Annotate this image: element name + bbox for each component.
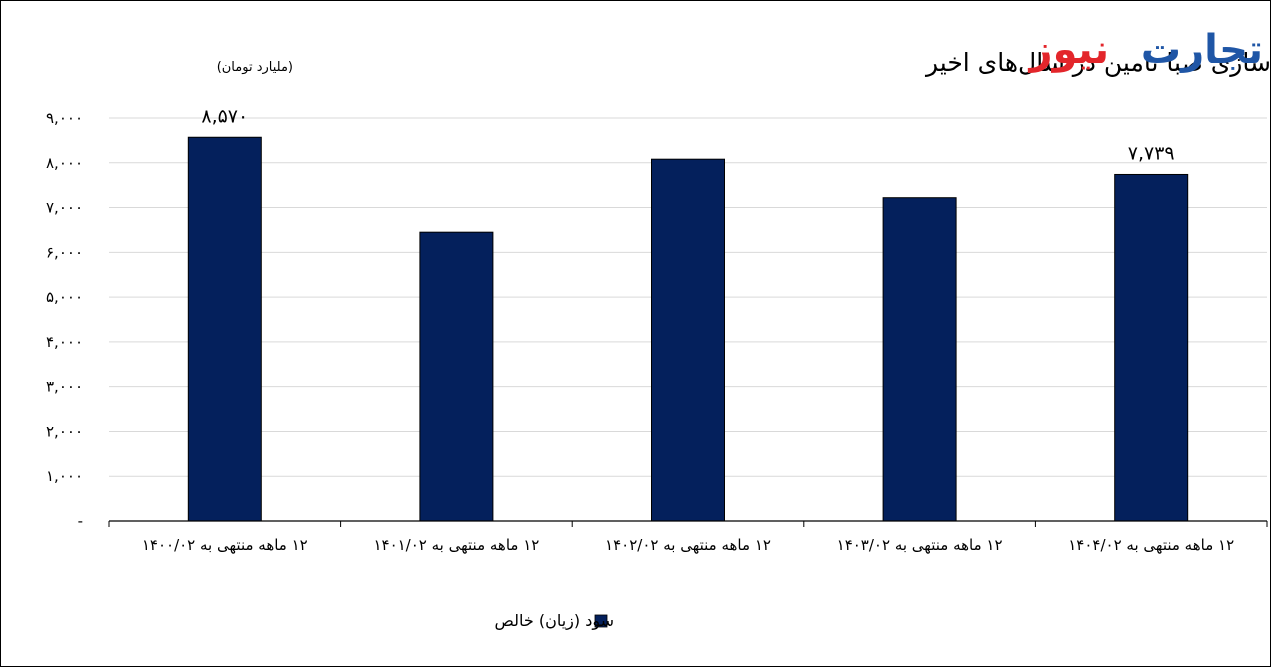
y-tick-label: ۷,۰۰۰ [46,199,83,217]
legend: سود (زیان) خالص [495,611,615,631]
y-tick-label: - [78,512,83,530]
brand-logo: نیوز تجارت [1028,27,1263,73]
y-tick-label: ۳,۰۰۰ [46,378,83,396]
x-axis [108,520,1268,527]
bar [882,197,957,522]
bar [1114,173,1189,522]
bar [419,231,494,522]
bars [187,136,1189,522]
x-category-label: ۱۲ ماهه منتهی به ۱۴۰۲/۰۲ [605,536,771,554]
y-tick-label: ۴,۰۰۰ [46,333,83,351]
logo-word-tejarat: تجارت [1141,27,1263,73]
legend-series-label: سود (زیان) خالص [495,611,615,631]
x-category-label: ۱۲ ماهه منتهی به ۱۴۰۳/۰۲ [837,536,1003,554]
y-tick-label: ۸,۰۰۰ [46,154,83,172]
y-tick-label: ۹,۰۰۰ [46,109,83,127]
y-tick-label: ۵,۰۰۰ [46,288,83,306]
legend-swatch [594,614,608,628]
y-tick-label: ۲,۰۰۰ [46,422,83,440]
y-tick-label: ۶,۰۰۰ [46,243,83,261]
chart-subtitle: (ملیارد تومان) [217,60,293,75]
y-axis-ticks: - ۱,۰۰۰ ۲,۰۰۰ ۳,۰۰۰ ۴,۰۰۰ ۵,۰۰۰ ۶,۰۰۰ ۷,۰۰۰ ۸,۰۰… [46,109,83,530]
x-category-label: ۱۲ ماهه منتهی به ۱۴۰۴/۰۲ [1068,536,1234,554]
logo-word-news: نیوز [1028,27,1109,73]
x-axis-categories: ۱۲ ماهه منتهی به ۱۴۰۰/۰۲ ۱۲ ماهه منتهی به… [142,536,1234,554]
y-tick-label: ۱,۰۰۰ [46,467,83,485]
chart-title: وضعیت سودسازی صبا تامین در سال‌های اخیر [924,48,1272,78]
x-category-label: ۱۲ ماهه منتهی به ۱۴۰۱/۰۲ [373,536,539,554]
data-label: ۷,۷۳۹ [1128,142,1175,164]
data-labels: ۸,۵۷۰ ۷,۷۳۹ [201,105,1174,164]
data-label: ۸,۵۷۰ [201,105,248,127]
bar [187,136,262,522]
x-category-label: ۱۲ ماهه منتهی به ۱۴۰۰/۰۲ [142,536,308,554]
bar [651,158,725,522]
